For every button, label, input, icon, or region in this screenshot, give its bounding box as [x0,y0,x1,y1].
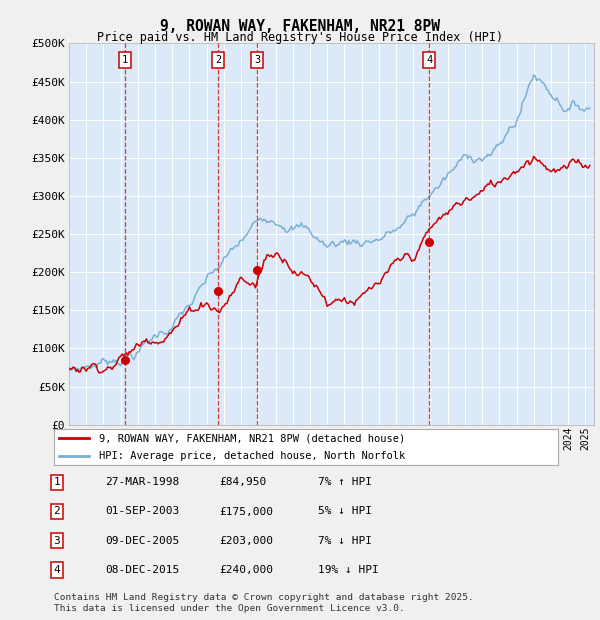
Text: 08-DEC-2015: 08-DEC-2015 [105,565,179,575]
Text: 3: 3 [53,536,61,546]
Text: 19% ↓ HPI: 19% ↓ HPI [318,565,379,575]
Text: £240,000: £240,000 [219,565,273,575]
Text: £203,000: £203,000 [219,536,273,546]
Text: 7% ↑ HPI: 7% ↑ HPI [318,477,372,487]
Text: Price paid vs. HM Land Registry's House Price Index (HPI): Price paid vs. HM Land Registry's House … [97,31,503,44]
Text: 2: 2 [215,55,221,65]
Text: 1: 1 [53,477,61,487]
Text: 5% ↓ HPI: 5% ↓ HPI [318,507,372,516]
Text: 01-SEP-2003: 01-SEP-2003 [105,507,179,516]
Text: 4: 4 [53,565,61,575]
Text: 09-DEC-2005: 09-DEC-2005 [105,536,179,546]
Text: 2: 2 [53,507,61,516]
Text: 27-MAR-1998: 27-MAR-1998 [105,477,179,487]
Text: 9, ROWAN WAY, FAKENHAM, NR21 8PW (detached house): 9, ROWAN WAY, FAKENHAM, NR21 8PW (detach… [100,433,406,443]
Text: £175,000: £175,000 [219,507,273,516]
Text: £84,950: £84,950 [219,477,266,487]
Text: 3: 3 [254,55,260,65]
Text: HPI: Average price, detached house, North Norfolk: HPI: Average price, detached house, Nort… [100,451,406,461]
Text: 1: 1 [121,55,128,65]
Text: 7% ↓ HPI: 7% ↓ HPI [318,536,372,546]
Text: 9, ROWAN WAY, FAKENHAM, NR21 8PW: 9, ROWAN WAY, FAKENHAM, NR21 8PW [160,19,440,33]
Text: 4: 4 [427,55,433,65]
Text: Contains HM Land Registry data © Crown copyright and database right 2025.
This d: Contains HM Land Registry data © Crown c… [54,593,474,613]
